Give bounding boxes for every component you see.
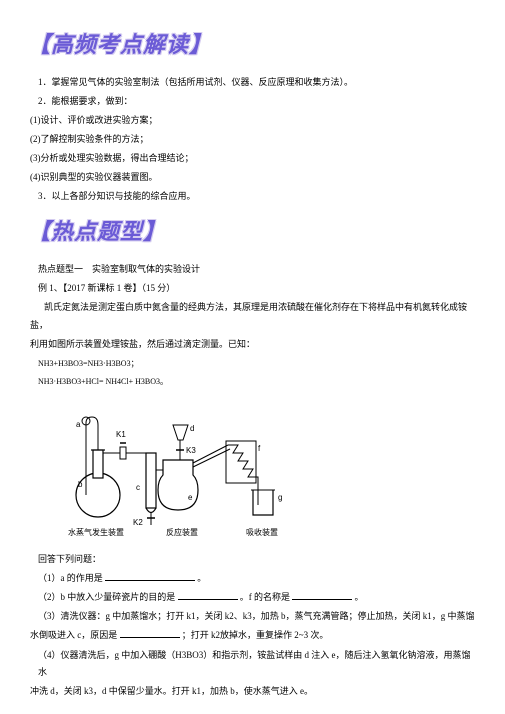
label-k1: K1 — [116, 430, 126, 439]
intro-line-1: 凯氏定氮法是测定蛋白质中氮含量的经典方法，其原理是用浓硫酸在催化剂存在下将样品中… — [30, 299, 477, 333]
q3-blank — [120, 628, 180, 638]
q2-blank-1 — [178, 590, 238, 600]
label-e: e — [188, 493, 193, 502]
point-3: 3．以上各部分知识与技能的综合应用。 — [38, 188, 477, 205]
label-steam-gen: 水蒸气发生装置 — [68, 527, 124, 537]
equation-2: NH3·H3BO3+HCl= NH4Cl+ H3BO3。 — [38, 374, 477, 389]
q3-l2b: ；打开 k2放掉水，重复操作 2~3 次。 — [182, 630, 329, 640]
question-1: （1）a 的作用是 。 — [38, 570, 477, 587]
label-react: 反应装置 — [166, 527, 198, 537]
label-a: a — [76, 420, 81, 429]
question-2: （2）b 中放入少量碎瓷片的目的是 。f 的名称是 。 — [38, 589, 477, 606]
label-absorb: 吸收装置 — [246, 527, 278, 537]
equation-1: NH3+H3BO3=NH3·H3BO3； — [38, 356, 477, 371]
apparatus-diagram: a b K1 c K2 d K3 e f g 水蒸 — [58, 395, 318, 545]
sub-1: (1)设计、评价或改进实验方案； — [30, 112, 477, 129]
q1-blank — [105, 571, 195, 581]
q2-pre: （2）b 中放入少量碎瓷片的目的是 — [38, 592, 178, 602]
point-1: 1．掌握常见气体的实验室制法（包括所用试剂、仪器、反应原理和收集方法）。 — [38, 74, 477, 91]
question-3-line1: （3）清洗仪器：g 中加蒸馏水；打开 k1，关闭 k2、k3，加热 b，蒸气充满… — [38, 608, 477, 625]
label-f: f — [258, 444, 261, 453]
label-g: g — [278, 493, 282, 502]
q1-post: 。 — [197, 573, 206, 583]
label-b: b — [78, 480, 83, 489]
label-k3: K3 — [186, 446, 196, 455]
label-k2: K2 — [133, 518, 143, 527]
q2-mid: 。f 的名称是 — [240, 592, 293, 602]
q2-post: 。 — [355, 592, 364, 602]
question-3-line2: 水倒吸进入 c，原因是 ；打开 k2放掉水，重复操作 2~3 次。 — [30, 627, 477, 644]
sub-2: (2)了解控制实验条件的方法； — [30, 131, 477, 148]
sub-3: (3)分析或处理实验数据，得出合理结论； — [30, 150, 477, 167]
section-header-2: 【热点题型】 — [28, 211, 477, 253]
q3-l2a: 水倒吸进入 c，原因是 — [30, 630, 120, 640]
q2-blank-2 — [292, 590, 352, 600]
question-4-line1: （4）仪器清洗后，g 中加入硼酸（H3BO3）和指示剂，铵盐试样由 d 注入 e… — [38, 647, 477, 681]
question-4-line2: 冲洗 d，关闭 k3，d 中保留少量水。打开 k1，加热 b，使水蒸气进入 e。 — [30, 683, 477, 700]
intro-line-2: 利用如图所示装置处理铵盐，然后通过滴定测量。已知： — [30, 336, 477, 353]
answer-heading: 回答下列问题： — [38, 551, 477, 568]
hot-section-title: 热点题型一 实验室制取气体的实验设计 — [38, 261, 477, 278]
sub-4: (4)识别典型的实验仪器装置图。 — [30, 169, 477, 186]
example-title: 例 1、【2017 新课标 1 卷】（15 分） — [38, 280, 477, 297]
label-c: c — [136, 483, 140, 492]
point-2: 2．能根据要求，做到： — [38, 93, 477, 110]
section-header-1: 【高频考点解读】 — [28, 24, 477, 66]
label-d: d — [190, 424, 194, 433]
q1-pre: （1）a 的作用是 — [38, 573, 105, 583]
